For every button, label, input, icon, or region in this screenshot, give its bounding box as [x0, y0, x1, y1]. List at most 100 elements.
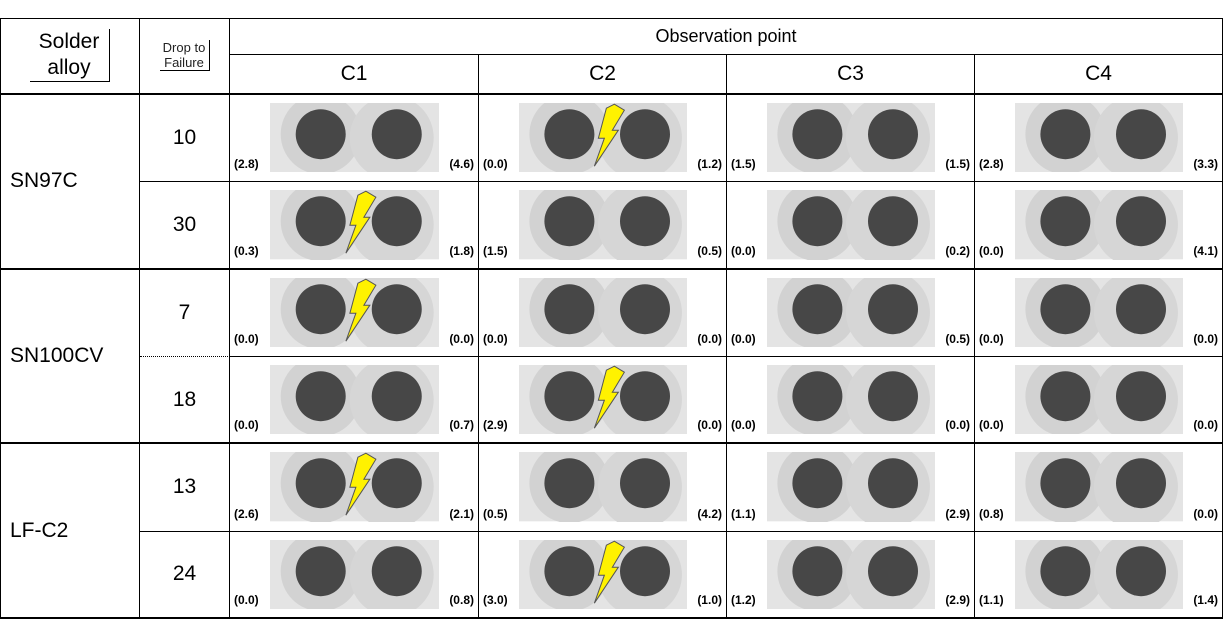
table-page: Solder alloyDrop to FailureObservation p…	[0, 0, 1223, 619]
solder-ball	[1116, 546, 1166, 596]
left-value: (1.2)	[731, 593, 756, 607]
solder-ball	[620, 284, 670, 334]
right-value: (2.9)	[945, 507, 970, 521]
xray-image	[1015, 452, 1183, 521]
xray-image	[270, 452, 439, 521]
right-value: (0.0)	[1193, 332, 1218, 346]
observation-cell: (1.5) (1.5)	[727, 95, 975, 182]
observation-cell: (2.6)(2.1)	[230, 444, 479, 531]
solder-ball	[868, 546, 918, 596]
solder-ball	[544, 197, 594, 247]
solder-ball	[792, 284, 842, 334]
header-alloy-text: Solder alloy	[30, 29, 110, 82]
observation-cell: (0.0) (0.0)	[230, 270, 479, 357]
xray-image	[1015, 190, 1183, 259]
solder-ball	[792, 459, 842, 509]
solder-ball	[620, 109, 670, 159]
xray-image	[519, 452, 687, 521]
left-value: (0.0)	[234, 332, 259, 346]
xray-image	[767, 365, 935, 434]
right-value: (1.5)	[945, 157, 970, 171]
observation-cell: (0.0)(0.5)	[727, 270, 975, 357]
solder-ball	[620, 459, 670, 509]
xray-image	[767, 278, 935, 347]
left-value: (0.0)	[234, 418, 259, 432]
xray-image	[1015, 540, 1183, 609]
solder-ball	[372, 459, 422, 509]
drop-count: 10	[140, 95, 230, 182]
header-point: C4	[975, 55, 1223, 95]
left-value: (2.8)	[979, 157, 1004, 171]
observation-cell: (0.0) (0.0)	[975, 357, 1223, 444]
drop-count: 13	[140, 444, 230, 531]
solder-ball	[1116, 197, 1166, 247]
right-value: (0.0)	[1193, 418, 1218, 432]
right-value: (0.0)	[945, 418, 970, 432]
solder-ball	[1116, 371, 1166, 421]
right-value: (1.2)	[697, 157, 722, 171]
header-alloy: Solder alloy	[0, 18, 140, 95]
left-value: (0.0)	[483, 157, 508, 171]
left-value: (2.9)	[483, 418, 508, 432]
xray-image	[519, 278, 687, 347]
right-value: (0.7)	[449, 418, 474, 432]
right-value: (0.0)	[697, 418, 722, 432]
observation-cell: (0.0)(0.8)	[230, 532, 479, 619]
solder-ball	[296, 371, 346, 421]
xray-image	[1015, 278, 1183, 347]
solder-ball	[620, 371, 670, 421]
solder-ball	[792, 371, 842, 421]
right-value: (0.0)	[1193, 507, 1218, 521]
left-value: (0.0)	[979, 418, 1004, 432]
right-value: (1.8)	[449, 244, 474, 258]
solder-ball	[544, 546, 594, 596]
solder-ball	[372, 109, 422, 159]
xray-image	[1015, 103, 1183, 172]
solder-ball	[544, 109, 594, 159]
solder-ball	[296, 459, 346, 509]
left-value: (1.5)	[731, 157, 756, 171]
left-value: (0.8)	[979, 507, 1004, 521]
alloy-name: LF-C2	[0, 444, 140, 619]
left-value: (1.1)	[731, 507, 756, 521]
solder-ball	[1116, 284, 1166, 334]
xray-image	[270, 365, 439, 434]
left-value: (2.8)	[234, 157, 259, 171]
left-value: (0.0)	[731, 244, 756, 258]
solder-ball	[544, 459, 594, 509]
observation-cell: (0.0) (0.7)	[230, 357, 479, 444]
right-value: (2.1)	[449, 507, 474, 521]
solder-ball	[544, 284, 594, 334]
xray-image	[1015, 365, 1183, 434]
left-value: (1.1)	[979, 593, 1004, 607]
solder-ball	[1040, 546, 1090, 596]
solder-ball	[1040, 459, 1090, 509]
right-value: (0.0)	[449, 332, 474, 346]
alloy-name: SN97C	[0, 95, 140, 270]
header-point: C1	[230, 55, 479, 95]
left-value: (3.0)	[483, 593, 508, 607]
left-value: (0.0)	[483, 332, 508, 346]
left-value: (0.3)	[234, 244, 259, 258]
observation-cell: (0.5)(4.2)	[479, 444, 727, 531]
observation-cell: (2.9) (0.0)	[479, 357, 727, 444]
observation-cell: (3.0) (1.0)	[479, 532, 727, 619]
observation-cell: (1.1) (2.9)	[727, 444, 975, 531]
left-value: (0.0)	[979, 244, 1004, 258]
observation-cell: (2.8)(3.3)	[975, 95, 1223, 182]
xray-image	[270, 278, 439, 347]
alloy-name: SN100CV	[0, 270, 140, 445]
left-value: (0.0)	[731, 332, 756, 346]
observation-cell: (2.8)(4.6)	[230, 95, 479, 182]
xray-image	[270, 190, 439, 259]
solder-ball	[620, 197, 670, 247]
solder-ball	[868, 284, 918, 334]
observation-cell: (1.1) (1.4)	[975, 532, 1223, 619]
xray-image	[270, 103, 439, 172]
right-value: (1.0)	[697, 593, 722, 607]
observation-cell: (0.0)(0.0)	[975, 270, 1223, 357]
left-value: (0.5)	[483, 507, 508, 521]
right-value: (1.4)	[1193, 593, 1218, 607]
right-value: (0.2)	[945, 244, 970, 258]
solder-ball	[296, 284, 346, 334]
